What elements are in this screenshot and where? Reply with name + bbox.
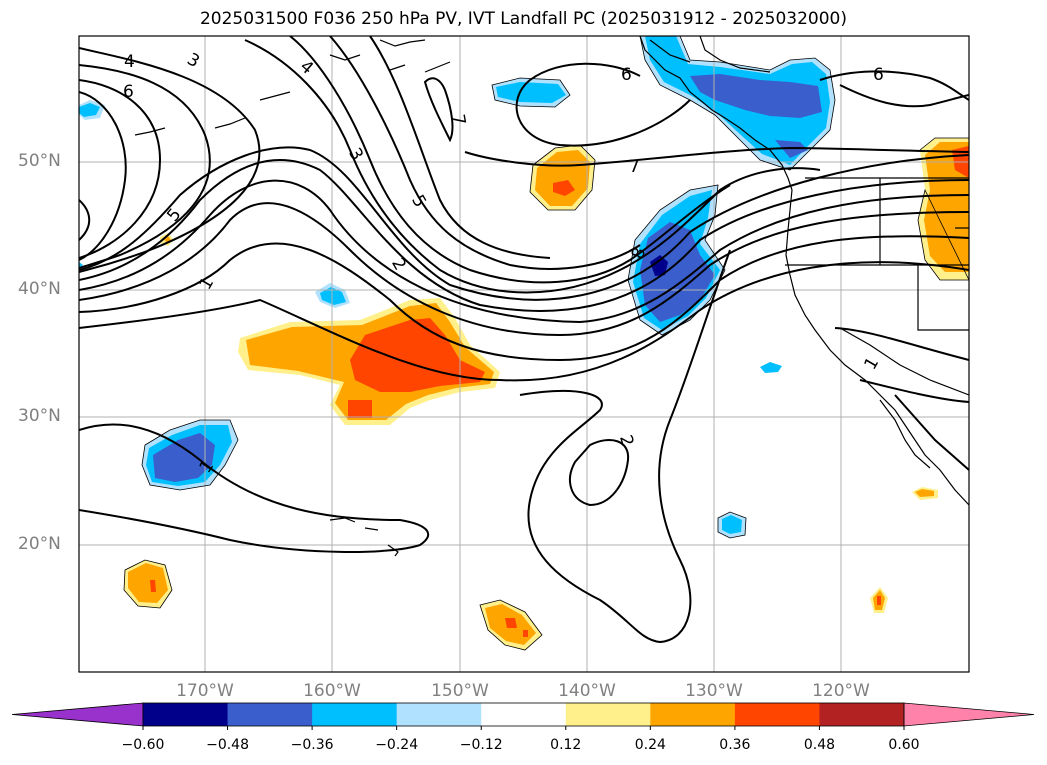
colorbar-bin — [312, 703, 398, 726]
positive-anomaly-gulf — [530, 145, 595, 210]
contour-label: 6 — [621, 65, 632, 85]
colorbar-outline — [142, 702, 905, 727]
contour-label: 7 — [629, 157, 640, 177]
positive-anomaly-interior-west — [918, 138, 969, 280]
colorbar-tick-label: 0.48 — [803, 737, 836, 753]
map-title: 2025031500 F036 250 hPa PV, IVT Landfall… — [199, 9, 847, 29]
contour-label: 6 — [873, 65, 884, 85]
colorbar-bin — [565, 703, 651, 726]
negative-anomaly-offshore-california — [628, 185, 725, 335]
colorbar-tick-label: −0.12 — [459, 737, 503, 753]
contour-label: 6 — [123, 82, 134, 102]
anomaly-outline-contours — [123, 36, 969, 651]
colorbar-bin — [650, 703, 736, 726]
colorbar-bin — [819, 703, 905, 726]
gridlines — [79, 36, 969, 672]
colorbar-tick-label: 0.12 — [550, 737, 582, 753]
colorbar-extend-high — [903, 702, 1035, 727]
contour-label: 7 — [447, 113, 469, 127]
lat-label: 20°N — [18, 534, 61, 554]
contour-label: 2 — [615, 433, 637, 449]
negative-anomaly-small-blobs — [79, 78, 782, 538]
lon-label: 160°W — [303, 681, 361, 701]
colorbar-bin — [143, 703, 229, 726]
lat-label: 40°N — [18, 279, 61, 299]
colorbar-tick-label: 0.24 — [634, 737, 666, 753]
colorbar-tick-label: −0.36 — [290, 737, 334, 753]
colorbar-tick-label: 0.60 — [888, 737, 920, 753]
colorbar — [11, 702, 1035, 730]
colorbar-tick-label: −0.24 — [375, 737, 419, 753]
lon-label: 170°W — [176, 681, 234, 701]
colorbar-bin — [396, 703, 482, 726]
lat-label: 50°N — [18, 151, 61, 171]
colorbar-bin — [734, 703, 820, 726]
colorbar-tick-label: −0.60 — [121, 737, 165, 753]
pv-contours — [79, 36, 969, 644]
colorbar-bin — [227, 703, 313, 726]
map-area — [79, 36, 969, 672]
lat-label: 30°N — [18, 406, 61, 426]
colorbar-tick-label: 0.36 — [719, 737, 751, 753]
lon-label: 150°W — [431, 681, 489, 701]
lon-label: 120°W — [812, 681, 870, 701]
colorbar-tick-label: −0.48 — [206, 737, 249, 753]
lon-label: 130°W — [685, 681, 743, 701]
colorbar-extend-low — [11, 702, 144, 727]
negative-anomaly-gulf-of-alaska — [640, 36, 835, 170]
contour-label: 4 — [124, 52, 135, 72]
map-frame — [78, 35, 970, 673]
colorbar-bin — [481, 703, 567, 726]
lon-label: 140°W — [558, 681, 616, 701]
